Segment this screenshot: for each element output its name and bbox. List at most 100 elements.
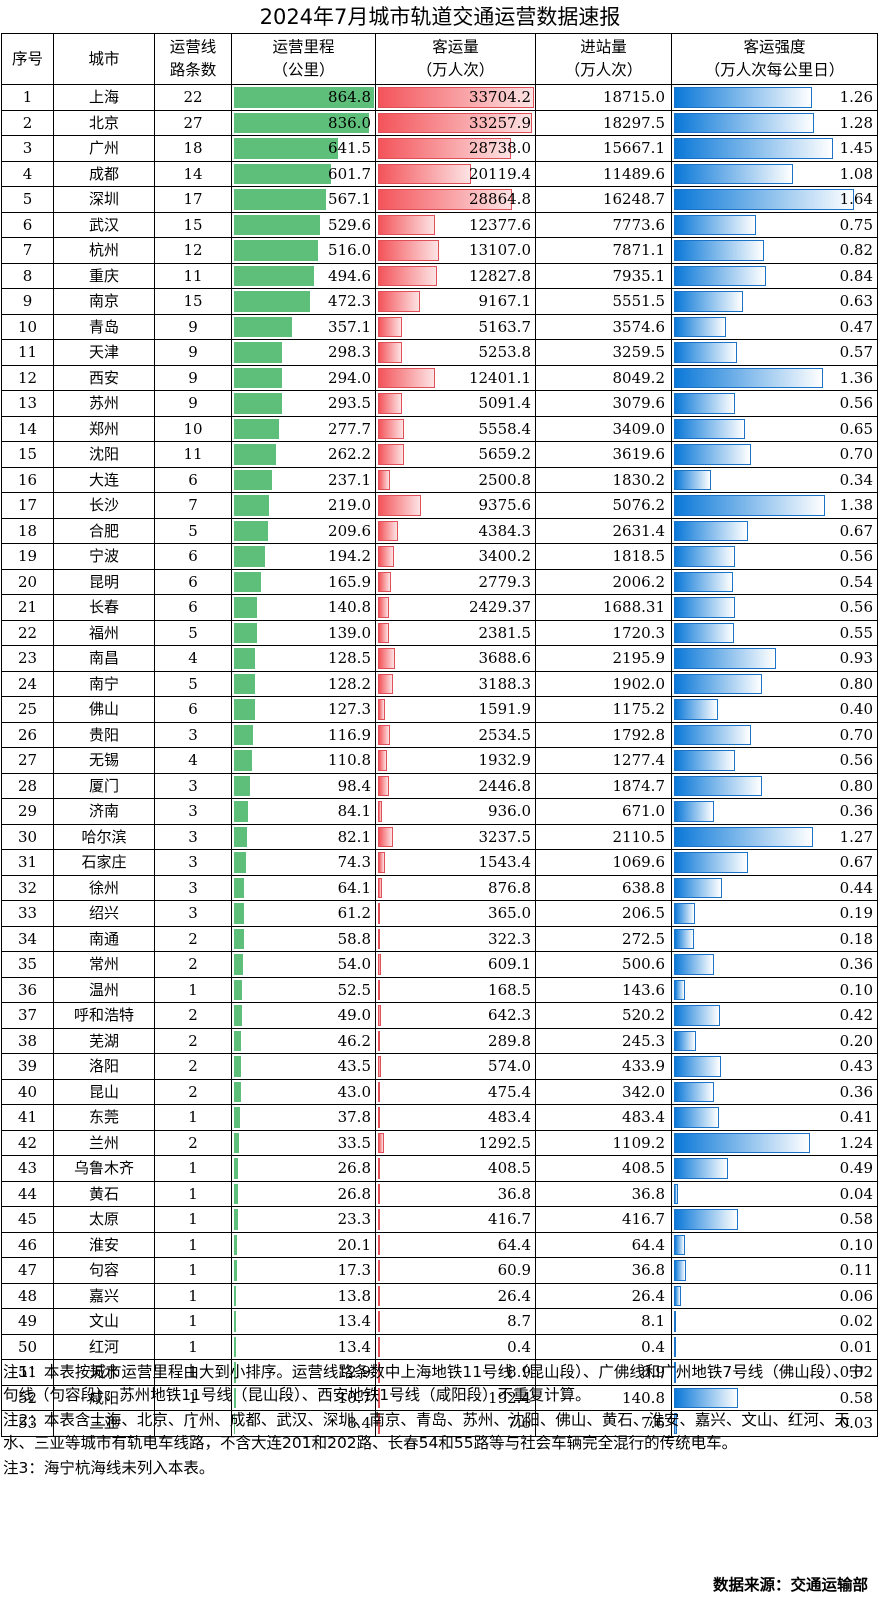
data-bar [378,852,386,873]
cell-value: 61.2 [337,904,371,923]
cell-mileage: 165.9 [231,568,376,595]
data-bar [674,418,746,439]
cell-mileage: 43.0 [231,1078,376,1105]
cell-index: 9 [1,288,54,315]
cell-city: 东莞 [53,1104,155,1131]
data-bar [378,826,393,847]
cell-value: 0.55 [839,623,873,642]
cell-mileage: 641.5 [231,135,376,162]
cell-ridership: 4384.3 [375,517,536,544]
cell-value: 0.58 [839,1388,873,1407]
data-bar [234,1387,236,1408]
cell-value: 33.5 [337,1133,371,1152]
data-bar [674,265,767,286]
cell-value: 277.7 [328,419,371,438]
cell-value: 140.8 [328,598,371,617]
cell-index: 6 [1,211,54,238]
cell-mileage: 26.8 [231,1155,376,1182]
data-bar [234,1005,242,1026]
cell-value: 2429.37 [468,598,531,617]
cell-city: 石家庄 [53,849,155,876]
cell-value: 12.9 [337,1363,371,1382]
data-bar [674,673,762,694]
data-table: 序号 城市 运营线 路条数 运营里程 （公里） 客运量 （万人次） 进站量 （万人次） … [1,33,878,1437]
cell-city: 合肥 [53,517,155,544]
cell-intensity: 0.42 [671,1002,878,1029]
cell-mileage: 74.3 [231,849,376,876]
cell-value: 13.4 [337,1312,371,1331]
cell-mileage: 293.5 [231,390,376,417]
cell-value: 0.10 [839,980,873,999]
cell-value: 2446.8 [478,776,532,795]
cell-index: 5 [1,186,54,213]
data-bar [234,673,255,694]
data-bar [674,240,764,261]
cell-mileage: 127.3 [231,696,376,723]
cell-mileage: 10.7 [231,1384,376,1411]
data-bar [378,1311,380,1332]
cell-index: 11 [1,339,54,366]
cell-entries: 8.9 [535,1359,672,1386]
table-row: 5 深圳 17 567.1 28864.8 16248.7 1.64 [1,186,878,213]
table-row: 39 洛阳 2 43.5 574.0 433.9 0.43 [1,1053,878,1080]
cell-value: 0.44 [839,878,873,897]
cell-value: 1.36 [839,368,873,387]
cell-value: 365.0 [488,904,531,923]
cell-intensity: 0.56 [671,390,878,417]
cell-index: 50 [1,1333,54,1360]
cell-entries: 1720.3 [535,619,672,646]
cell-mileage: 472.3 [231,288,376,315]
data-bar [378,316,402,337]
cell-value: 567.1 [328,190,371,209]
data-bar [674,1132,811,1153]
cell-ridership: 28864.8 [375,186,536,213]
cell-value: 601.7 [328,164,371,183]
cell-lines: 9 [154,313,232,340]
data-bar [234,903,244,924]
data-bar [378,138,511,159]
cell-index: 43 [1,1155,54,1182]
data-bar [674,520,748,541]
cell-lines: 7 [154,492,232,519]
cell-value: 37.8 [337,1108,371,1127]
table-row: 24 南宁 5 128.2 3188.3 1902.0 0.80 [1,670,878,697]
cell-ridership: 1292.5 [375,1129,536,1156]
table-row: 42 兰州 2 33.5 1292.5 1109.2 1.24 [1,1129,878,1156]
table-row: 19 宁波 6 194.2 3400.2 1818.5 0.56 [1,543,878,570]
data-bar [674,1081,714,1102]
table-row: 26 贵阳 3 116.9 2534.5 1792.8 0.70 [1,721,878,748]
data-bar [674,1311,677,1332]
cell-entries: 1277.4 [535,747,672,774]
cell-index: 21 [1,594,54,621]
cell-value: 9375.6 [478,496,532,515]
cell-index: 47 [1,1257,54,1284]
cell-lines: 3 [154,900,232,927]
cell-value: 1932.9 [478,751,532,770]
cell-index: 13 [1,390,54,417]
data-bar [378,87,534,108]
cell-value: 0.57 [839,343,873,362]
cell-mileage: 12.9 [231,1359,376,1386]
cell-value: 641.5 [328,139,371,158]
cell-intensity: 0.44 [671,874,878,901]
cell-lines: 2 [154,951,232,978]
cell-value: 13.4 [337,1337,371,1356]
data-bar [378,469,390,490]
data-bar [234,1234,238,1255]
data-bar [674,1209,738,1230]
cell-entries: 143.6 [535,976,672,1003]
data-bar [674,571,734,592]
cell-city: 青岛 [53,313,155,340]
data-bar [378,954,381,975]
cell-lines: 6 [154,594,232,621]
cell-index: 26 [1,721,54,748]
cell-mileage: 20.1 [231,1231,376,1258]
cell-value: 5091.4 [478,394,532,413]
data-bar [234,87,374,108]
cell-intensity: 0.80 [671,670,878,697]
cell-lines: 3 [154,798,232,825]
data-bar [378,750,387,771]
cell-index: 12 [1,364,54,391]
cell-value: 54.0 [337,955,371,974]
cell-city: 广州 [53,135,155,162]
